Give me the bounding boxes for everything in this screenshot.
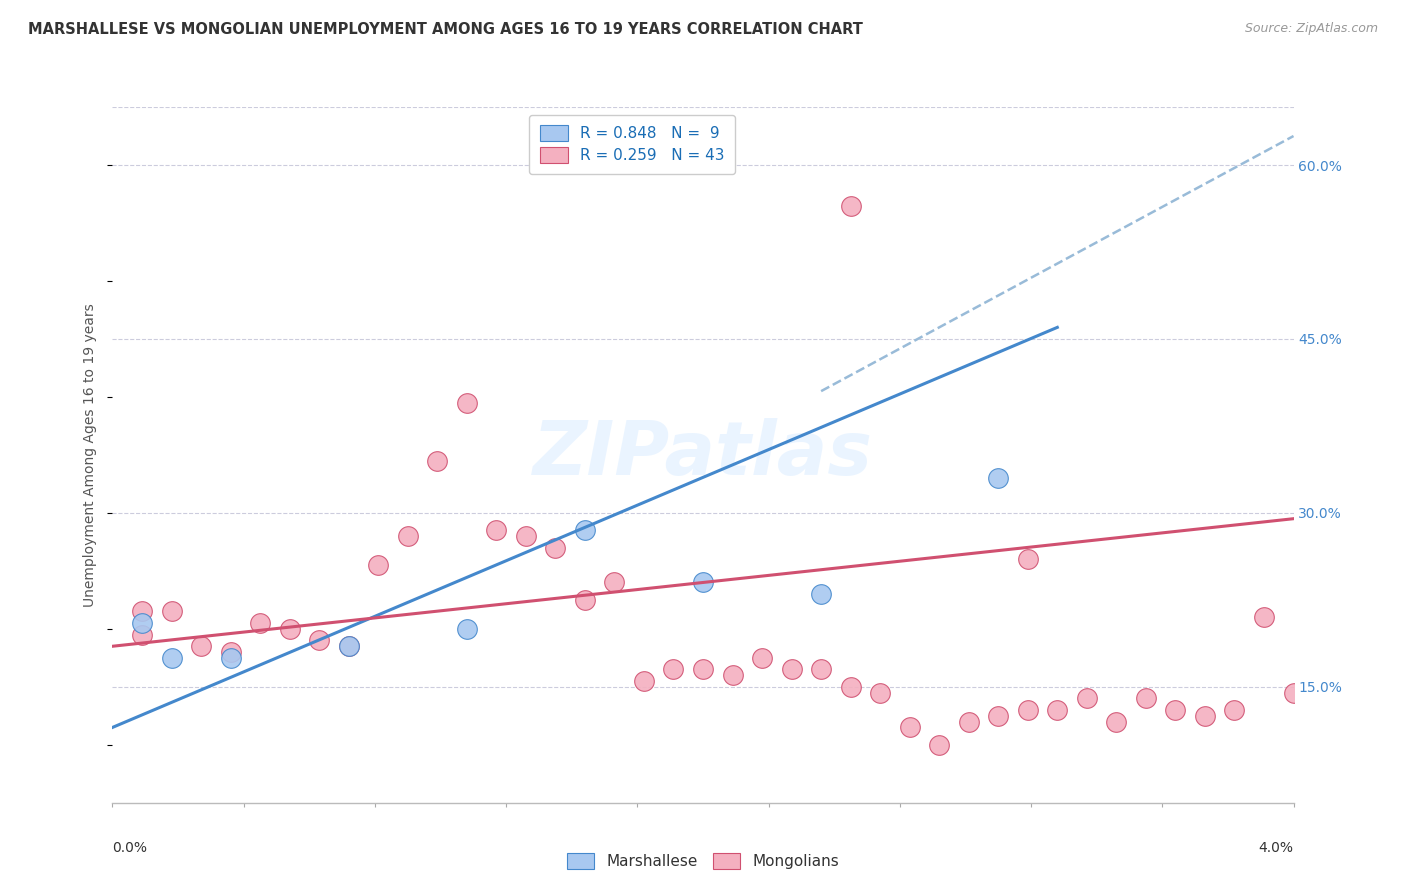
Point (1017, 703, 1039, 717)
Point (1105, 714, 1128, 729)
Point (515, 529, 537, 543)
Text: Source: ZipAtlas.com: Source: ZipAtlas.com (1244, 22, 1378, 36)
Point (249, 615, 271, 630)
Point (131, 628, 153, 642)
Text: MARSHALLESE VS MONGOLIAN UNEMPLOYMENT AMONG AGES 16 TO 19 YEARS CORRELATION CHAR: MARSHALLESE VS MONGOLIAN UNEMPLOYMENT AM… (28, 22, 863, 37)
Point (692, 662, 714, 676)
Point (308, 633, 330, 648)
Point (367, 558, 389, 573)
Point (1017, 552, 1039, 566)
Point (721, 668, 744, 682)
Point (987, 471, 1010, 485)
Point (426, 453, 449, 467)
Point (131, 605, 153, 619)
Point (456, 395, 478, 409)
Point (780, 662, 803, 676)
Point (219, 651, 242, 665)
Point (662, 662, 685, 676)
Point (544, 541, 567, 555)
Point (278, 622, 301, 636)
Point (574, 592, 596, 607)
Point (928, 738, 950, 752)
Point (810, 662, 832, 676)
Point (456, 622, 478, 636)
Point (810, 587, 832, 601)
Point (603, 575, 626, 590)
Point (839, 680, 862, 694)
Point (337, 639, 360, 653)
Point (898, 721, 921, 735)
Point (574, 523, 596, 537)
Point (1282, 685, 1305, 699)
Text: ZIPatlas: ZIPatlas (533, 418, 873, 491)
Point (485, 523, 508, 537)
Point (692, 575, 714, 590)
Point (160, 651, 183, 665)
Point (396, 529, 419, 543)
Point (1164, 703, 1187, 717)
Point (1194, 708, 1216, 723)
Point (337, 639, 360, 653)
Point (1223, 703, 1246, 717)
Point (987, 708, 1010, 723)
Point (633, 674, 655, 689)
Text: 0.0%: 0.0% (112, 841, 148, 855)
Point (219, 645, 242, 659)
Text: 4.0%: 4.0% (1258, 841, 1294, 855)
Point (1135, 691, 1157, 706)
Point (839, 199, 862, 213)
Point (1253, 610, 1275, 624)
Point (1076, 691, 1098, 706)
Y-axis label: Unemployment Among Ages 16 to 19 years: Unemployment Among Ages 16 to 19 years (83, 303, 97, 607)
Point (131, 615, 153, 630)
Point (1046, 703, 1069, 717)
Point (751, 651, 773, 665)
Legend: Marshallese, Mongolians: Marshallese, Mongolians (561, 847, 845, 875)
Point (190, 639, 212, 653)
Point (869, 685, 891, 699)
Point (160, 605, 183, 619)
Point (957, 714, 980, 729)
